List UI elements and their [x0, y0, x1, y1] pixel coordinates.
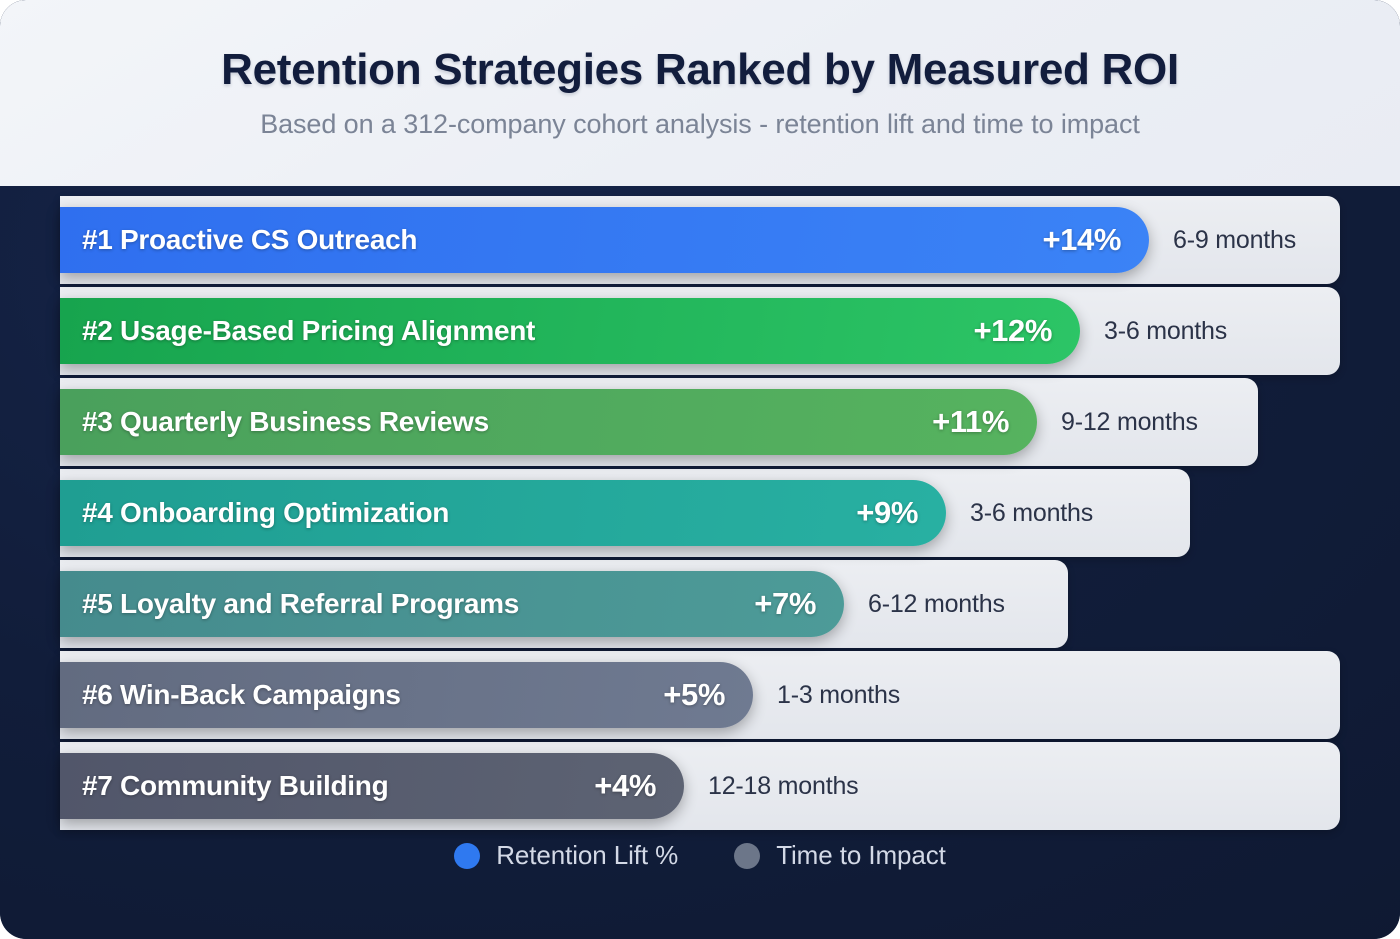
bar-rows: 6-9 months #1 Proactive CS Outreach +14% 3-…: [0, 185, 1400, 835]
retention-lift-value: +9%: [856, 495, 918, 530]
strategy-label: #2 Usage-Based Pricing Alignment: [82, 315, 536, 346]
retention-lift-bar[interactable]: #4 Onboarding Optimization +9%: [60, 480, 946, 546]
page-title: Retention Strategies Ranked by Measured …: [221, 45, 1179, 94]
chart-header: Retention Strategies Ranked by Measured …: [0, 0, 1400, 186]
legend-label: Time to Impact: [776, 840, 946, 870]
strategy-label: #7 Community Building: [82, 770, 389, 801]
time-to-impact-label: 12-18 months: [708, 771, 859, 800]
chart-legend: Retention Lift % Time to Impact: [0, 840, 1400, 871]
retention-lift-bar[interactable]: #1 Proactive CS Outreach +14%: [60, 207, 1149, 273]
chart-board: 6-9 months #1 Proactive CS Outreach +14% 3-…: [0, 185, 1400, 939]
strategy-label: #3 Quarterly Business Reviews: [82, 406, 489, 437]
legend-label: Retention Lift %: [496, 840, 679, 870]
retention-lift-value: +12%: [973, 313, 1052, 348]
time-to-impact-label: 3-6 months: [1104, 316, 1228, 345]
time-to-impact-label: 3-6 months: [970, 498, 1094, 527]
circle-icon: [454, 842, 481, 869]
strategy-label: #4 Onboarding Optimization: [82, 497, 450, 528]
strategy-label: #6 Win-Back Campaigns: [82, 679, 401, 710]
retention-lift-bar[interactable]: #2 Usage-Based Pricing Alignment +12%: [60, 298, 1080, 364]
time-to-impact-label: 1-3 months: [777, 680, 901, 709]
retention-lift-bar[interactable]: #3 Quarterly Business Reviews +11%: [60, 389, 1037, 455]
retention-lift-value: +5%: [663, 677, 725, 712]
strategy-label: #5 Loyalty and Referral Programs: [82, 588, 520, 619]
page-subtitle: Based on a 312-company cohort analysis -…: [260, 108, 1140, 139]
time-to-impact-label: 6-9 months: [1173, 225, 1297, 254]
retention-lift-value: +7%: [754, 586, 816, 621]
legend-item[interactable]: Retention Lift %: [454, 840, 678, 871]
retention-lift-value: +4%: [594, 768, 656, 803]
retention-lift-bar[interactable]: #5 Loyalty and Referral Programs +7%: [60, 571, 844, 637]
circle-icon: [734, 842, 761, 869]
retention-lift-bar[interactable]: #7 Community Building +4%: [60, 753, 684, 819]
strategy-label: #1 Proactive CS Outreach: [82, 224, 418, 255]
legend-item[interactable]: Time to Impact: [734, 840, 946, 871]
retention-lift-bar[interactable]: #6 Win-Back Campaigns +5%: [60, 662, 753, 728]
time-to-impact-label: 9-12 months: [1061, 407, 1198, 436]
time-to-impact-label: 6-12 months: [868, 589, 1005, 618]
retention-lift-value: +14%: [1042, 222, 1121, 257]
retention-lift-value: +11%: [932, 404, 1009, 439]
